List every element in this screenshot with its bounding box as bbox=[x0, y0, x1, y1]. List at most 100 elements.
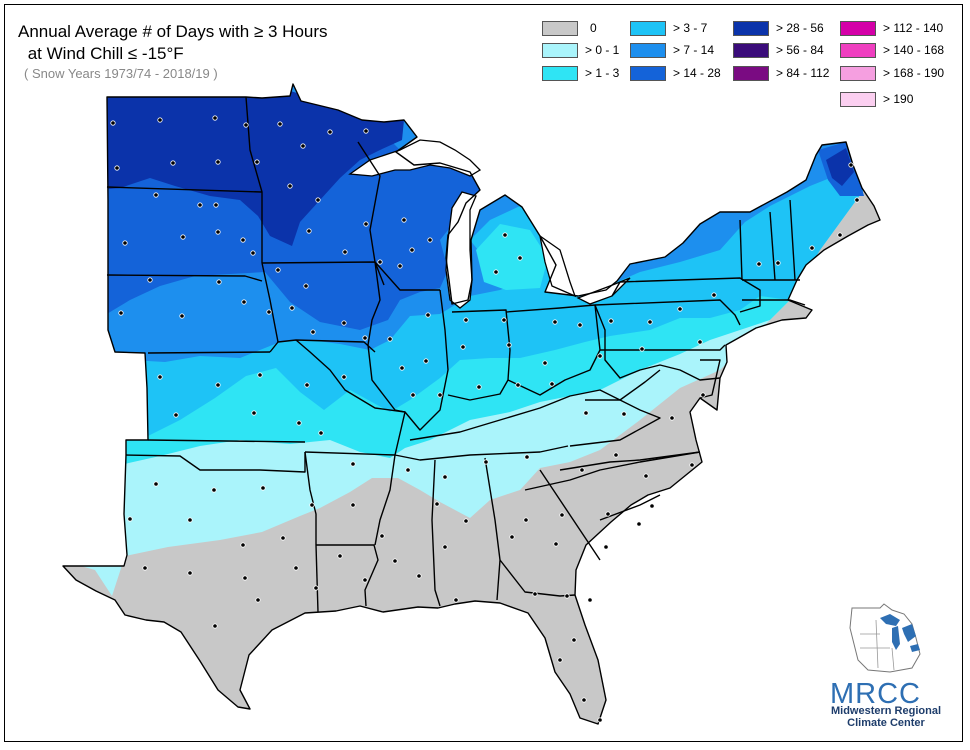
station-dot bbox=[153, 481, 159, 487]
station-markers bbox=[110, 115, 860, 723]
station-dot bbox=[212, 115, 218, 121]
legend-swatch bbox=[630, 42, 666, 58]
legend-label: > 3 - 7 bbox=[673, 21, 708, 35]
station-dot bbox=[304, 382, 310, 388]
station-dot bbox=[170, 160, 176, 166]
legend-label: > 168 - 190 bbox=[883, 66, 945, 80]
station-dot bbox=[127, 516, 133, 522]
station-dot bbox=[677, 306, 683, 312]
station-dot bbox=[559, 512, 565, 518]
station-dot bbox=[287, 183, 293, 189]
legend-swatch bbox=[733, 65, 769, 81]
legend-label: > 28 - 56 bbox=[776, 21, 824, 35]
legend-label: > 7 - 14 bbox=[673, 43, 715, 57]
legend-item: > 84 - 112 bbox=[733, 63, 829, 83]
station-dot bbox=[363, 128, 369, 134]
station-dot bbox=[809, 245, 815, 251]
station-dot bbox=[501, 317, 507, 323]
station-dot bbox=[241, 299, 247, 305]
station-dot bbox=[571, 637, 577, 643]
station-dot bbox=[427, 237, 433, 243]
station-dot bbox=[197, 202, 203, 208]
station-dot bbox=[399, 365, 405, 371]
station-dot bbox=[587, 597, 593, 603]
legend-label: > 84 - 112 bbox=[776, 66, 830, 80]
station-dot bbox=[581, 697, 587, 703]
station-dot bbox=[187, 570, 193, 576]
station-dot bbox=[532, 591, 538, 597]
station-dot bbox=[613, 452, 619, 458]
legend-label: > 112 - 140 bbox=[883, 21, 944, 35]
station-dot bbox=[463, 518, 469, 524]
station-dot bbox=[647, 319, 653, 325]
legend-swatch bbox=[840, 65, 876, 81]
station-dot bbox=[342, 249, 348, 255]
station-dot bbox=[215, 382, 221, 388]
station-dot bbox=[313, 585, 319, 591]
station-dot bbox=[442, 544, 448, 550]
legend-label: > 1 - 3 bbox=[585, 66, 620, 80]
station-dot bbox=[122, 240, 128, 246]
station-dot bbox=[463, 317, 469, 323]
station-dot bbox=[277, 121, 283, 127]
station-dot bbox=[179, 313, 185, 319]
legend-label: > 14 - 28 bbox=[673, 66, 721, 80]
station-dot bbox=[425, 312, 431, 318]
station-dot bbox=[434, 501, 440, 507]
station-dot bbox=[460, 344, 466, 350]
station-dot bbox=[254, 159, 260, 165]
station-dot bbox=[211, 487, 217, 493]
legend: 0 > 0 - 1 > 1 - 3 > 3 - 7 > 7 - 14 > 14 … bbox=[542, 18, 945, 118]
legend-item: > 0 - 1 bbox=[542, 40, 619, 60]
station-dot bbox=[213, 202, 219, 208]
station-dot bbox=[608, 318, 614, 324]
station-dot bbox=[310, 329, 316, 335]
station-dot bbox=[756, 261, 762, 267]
station-dot bbox=[649, 503, 655, 509]
legend-item: > 56 - 84 bbox=[733, 40, 824, 60]
station-dot bbox=[517, 255, 523, 261]
station-dot bbox=[341, 320, 347, 326]
legend-item: > 7 - 14 bbox=[630, 40, 714, 60]
legend-swatch bbox=[630, 65, 666, 81]
station-dot bbox=[350, 502, 356, 508]
station-dot bbox=[515, 382, 521, 388]
map-title-line-2: at Wind Chill ≤ -15°F bbox=[23, 44, 184, 63]
station-dot bbox=[669, 415, 675, 421]
station-dot bbox=[255, 597, 261, 603]
station-dot bbox=[476, 384, 482, 390]
station-dot bbox=[303, 283, 309, 289]
legend-label: 0 bbox=[590, 21, 597, 35]
map-subtitle: ( Snow Years 1973/74 - 2018/19 ) bbox=[24, 66, 218, 81]
station-dot bbox=[597, 353, 603, 359]
station-dot bbox=[187, 517, 193, 523]
station-dot bbox=[337, 553, 343, 559]
station-dot bbox=[327, 129, 333, 135]
station-dot bbox=[293, 565, 299, 571]
station-dot bbox=[553, 541, 559, 547]
station-dot bbox=[243, 122, 249, 128]
station-dot bbox=[549, 381, 555, 387]
legend-item: > 140 - 168 bbox=[840, 40, 944, 60]
legend-item: > 112 - 140 bbox=[840, 18, 943, 38]
station-dot bbox=[257, 372, 263, 378]
legend-swatch bbox=[733, 42, 769, 58]
station-dot bbox=[251, 410, 257, 416]
station-dot bbox=[577, 322, 583, 328]
station-dot bbox=[848, 162, 854, 168]
station-dot bbox=[240, 237, 246, 243]
station-dot bbox=[260, 485, 266, 491]
station-dot bbox=[639, 346, 645, 352]
legend-label: > 140 - 168 bbox=[883, 43, 945, 57]
station-dot bbox=[689, 462, 695, 468]
station-dot bbox=[318, 430, 324, 436]
legend-label: > 190 bbox=[883, 92, 914, 106]
station-dot bbox=[552, 319, 558, 325]
station-dot bbox=[306, 228, 312, 234]
legend-label: > 0 - 1 bbox=[585, 43, 620, 57]
legend-swatch bbox=[630, 20, 666, 36]
legend-item: > 190 bbox=[840, 89, 913, 109]
station-dot bbox=[216, 279, 222, 285]
station-dot bbox=[350, 461, 356, 467]
